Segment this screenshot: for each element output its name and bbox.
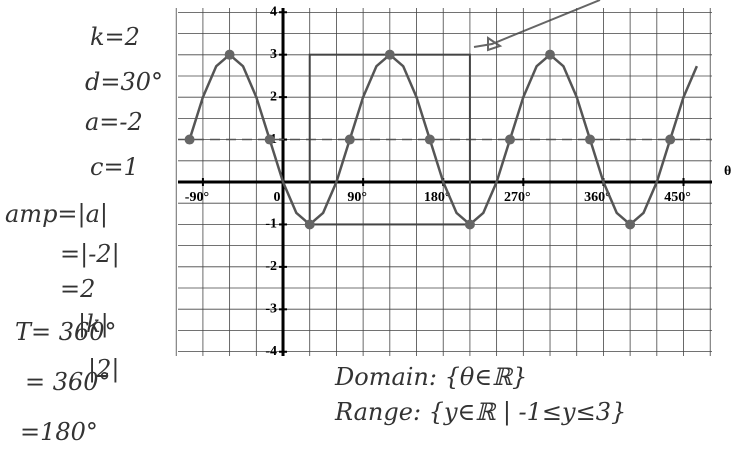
- note: |k|: [78, 310, 109, 339]
- y-tick-label: -1: [265, 217, 277, 232]
- point: [345, 135, 355, 145]
- point: [425, 135, 435, 145]
- point: [545, 50, 555, 60]
- point: [305, 219, 315, 229]
- point: [265, 135, 275, 145]
- note: |2|: [88, 355, 119, 384]
- x-tick-label: -90°: [185, 190, 209, 205]
- point: [385, 50, 395, 60]
- x-tick-label: 0: [274, 190, 281, 205]
- y-tick-label: 2: [270, 89, 277, 104]
- y-tick-label: -2: [265, 259, 277, 274]
- x-tick-label: 90°: [347, 190, 367, 205]
- note: =2: [60, 275, 95, 303]
- note: k=2: [90, 23, 140, 51]
- x-axis-label: θ: [724, 164, 731, 179]
- note: Range: {y∈ℝ | -1≤y≤3}: [334, 398, 626, 427]
- chart: θ-90°090°180°270°360°450°-4-3-2-11234k=2…: [0, 0, 741, 472]
- note: amp=|a|: [5, 200, 108, 229]
- x-tick-label: 450°: [664, 190, 691, 205]
- note: =|-2|: [60, 240, 120, 269]
- y-tick-label: 4: [270, 4, 277, 19]
- note: Domain: {θ∈ℝ}: [334, 363, 527, 391]
- point: [665, 135, 675, 145]
- arrow: [474, 0, 600, 47]
- note: =180°: [20, 418, 98, 446]
- point: [505, 135, 515, 145]
- point: [185, 135, 195, 145]
- y-tick-label: 3: [270, 47, 277, 62]
- note: c=1: [90, 153, 139, 181]
- y-tick-label: -4: [265, 344, 277, 359]
- point: [225, 50, 235, 60]
- note: d=30°: [85, 68, 163, 96]
- point: [465, 219, 475, 229]
- y-tick-label: -3: [265, 302, 277, 317]
- note: a=-2: [85, 108, 143, 136]
- point: [585, 135, 595, 145]
- x-tick-label: 270°: [504, 190, 531, 205]
- point: [625, 219, 635, 229]
